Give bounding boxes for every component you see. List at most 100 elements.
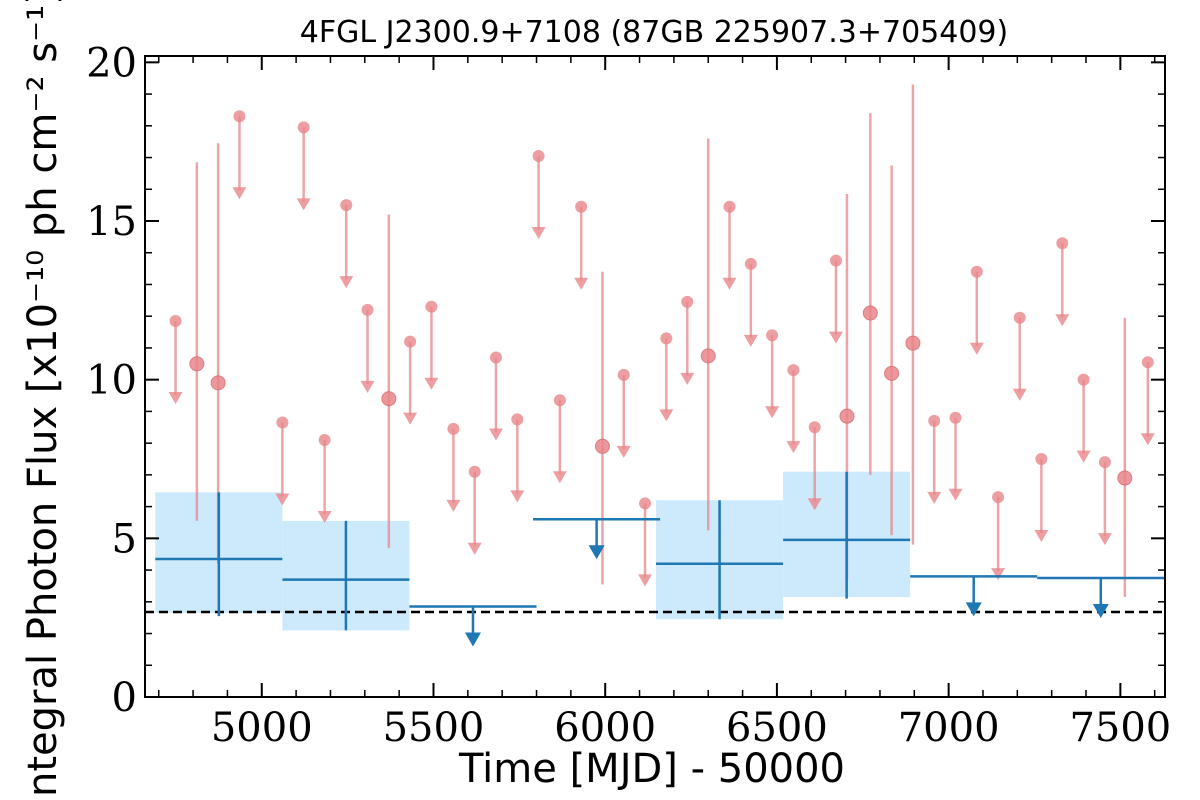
upper-limit-arrowhead: [969, 342, 984, 355]
upper-limit-marker: [949, 411, 962, 424]
upper-limit-arrowhead: [488, 428, 503, 441]
upper-limit-arrowhead: [424, 377, 439, 390]
axes-frame: [144, 55, 1166, 698]
upper-limit-marker: [1056, 237, 1069, 250]
data-point: [884, 365, 900, 381]
upper-limit-marker: [297, 121, 310, 134]
upper-limit-marker: [532, 149, 545, 162]
data-point: [700, 348, 716, 364]
upper-limit-marker: [553, 394, 566, 407]
upper-limit-marker: [1077, 373, 1090, 386]
x-tick-label: 5000: [211, 705, 313, 751]
data-point: [189, 356, 205, 372]
upper-limit-marker: [1035, 453, 1048, 466]
y-tick-label: 10: [86, 358, 137, 404]
upper-limit-arrowhead: [574, 277, 589, 290]
upper-limit-arrowhead: [786, 441, 801, 454]
data-point: [1117, 470, 1133, 486]
upper-limit-arrowhead: [743, 334, 758, 347]
bin-upper-limit-arrowhead: [1092, 604, 1109, 619]
data-point: [594, 438, 610, 454]
y-tick-label: 5: [112, 516, 137, 562]
upper-limit-arrowhead: [339, 276, 354, 289]
y-tick-label: 20: [86, 40, 137, 86]
upper-limit-arrowhead: [828, 331, 843, 344]
upper-limit-marker: [340, 199, 353, 212]
upper-limit-arrowhead: [531, 226, 546, 239]
upper-limit-marker: [829, 254, 842, 267]
data-point: [862, 305, 878, 321]
upper-limit-arrowhead: [722, 277, 737, 290]
upper-limit-arrowhead: [807, 498, 822, 511]
upper-limit-arrowhead: [1097, 533, 1112, 546]
upper-limit-marker: [318, 433, 331, 446]
upper-limit-marker: [468, 465, 481, 478]
upper-limit-marker: [425, 300, 438, 313]
x-tick-label: 5500: [383, 705, 485, 751]
upper-limit-arrowhead: [991, 568, 1006, 581]
upper-limit-marker: [766, 329, 779, 342]
x-tick-label: 7500: [1069, 705, 1171, 751]
y-axis-label: Integral Photon Flux [x10⁻¹⁰ ph cm⁻² s⁻¹…: [20, 0, 66, 800]
upper-limit-arrowhead: [680, 372, 695, 385]
upper-limit-marker: [276, 416, 289, 429]
upper-limit-marker: [681, 295, 694, 308]
plot-area: [145, 84, 1165, 647]
upper-limit-arrowhead: [659, 409, 674, 422]
upper-limit-marker: [169, 314, 182, 327]
y-tick-label: 15: [86, 199, 137, 245]
upper-limit-marker: [1013, 311, 1026, 324]
upper-limit-marker: [1098, 456, 1111, 469]
upper-limit-marker: [233, 110, 246, 123]
bin-upper-limit-arrowhead: [965, 602, 982, 617]
upper-limit-marker: [970, 265, 983, 278]
upper-limit-arrowhead: [1076, 450, 1091, 463]
x-tick-label: 6000: [554, 705, 656, 751]
upper-limit-marker: [617, 368, 630, 381]
upper-limit-arrowhead: [168, 391, 183, 404]
upper-limit-arrowhead: [317, 510, 332, 523]
upper-limit-arrowhead: [232, 187, 247, 200]
upper-limit-marker: [489, 351, 502, 364]
upper-limit-arrowhead: [1055, 314, 1070, 327]
upper-limit-arrowhead: [296, 198, 311, 211]
upper-limit-marker: [404, 335, 417, 348]
upper-limit-marker: [992, 491, 1005, 504]
data-point: [905, 335, 921, 351]
upper-limit-arrowhead: [403, 412, 418, 425]
data-point: [381, 391, 397, 407]
data-point: [839, 408, 855, 424]
upper-limit-arrowhead: [552, 471, 567, 484]
upper-limit-arrowhead: [360, 380, 375, 393]
upper-limit-marker: [928, 414, 941, 427]
upper-limit-marker: [361, 303, 374, 316]
bin-upper-limit-arrowhead: [464, 632, 481, 647]
upper-limit-marker: [787, 364, 800, 377]
x-axis-label: Time [MJD] - 50000: [458, 746, 845, 792]
y-tick-label: 0: [112, 675, 137, 721]
upper-limit-marker: [447, 422, 460, 435]
x-tick-label: 6500: [726, 705, 828, 751]
upper-limit-arrowhead: [927, 491, 942, 504]
upper-limit-marker: [639, 497, 652, 510]
upper-limit-marker: [1141, 356, 1154, 369]
upper-limit-arrowhead: [948, 488, 963, 501]
data-point: [210, 375, 226, 391]
upper-limit-marker: [723, 200, 736, 213]
upper-limit-marker: [511, 413, 524, 426]
upper-limit-arrowhead: [1140, 433, 1155, 446]
plot-frame: 5000 5500 6000 6500 7000 7500 0 5 10 15 20: [86, 40, 1171, 751]
bin-upper-limit-arrowhead: [588, 545, 605, 560]
upper-limit-arrowhead: [275, 493, 290, 506]
upper-limit-marker: [575, 200, 588, 213]
upper-limit-arrowhead: [467, 542, 482, 555]
chart-title: 4FGL J2300.9+7108 (87GB 225907.3+705409): [300, 15, 1008, 50]
upper-limit-marker: [660, 332, 673, 345]
upper-limit-arrowhead: [510, 490, 525, 503]
x-tick-label: 7000: [898, 705, 1000, 751]
upper-limit-arrowhead: [765, 406, 780, 419]
upper-limit-arrowhead: [616, 445, 631, 458]
upper-limit-arrowhead: [1012, 388, 1027, 401]
